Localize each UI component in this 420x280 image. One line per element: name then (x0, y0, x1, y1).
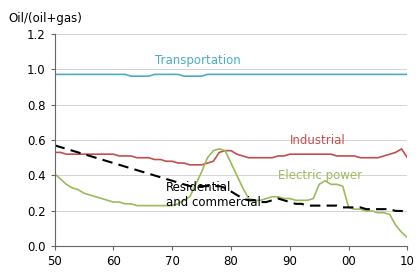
Text: Electric power: Electric power (278, 169, 362, 182)
Text: Transportation: Transportation (155, 54, 240, 67)
Text: Oil/(oil+gas): Oil/(oil+gas) (9, 12, 83, 25)
Text: Industrial: Industrial (290, 134, 346, 146)
Text: Residential
and commercial: Residential and commercial (166, 181, 261, 209)
